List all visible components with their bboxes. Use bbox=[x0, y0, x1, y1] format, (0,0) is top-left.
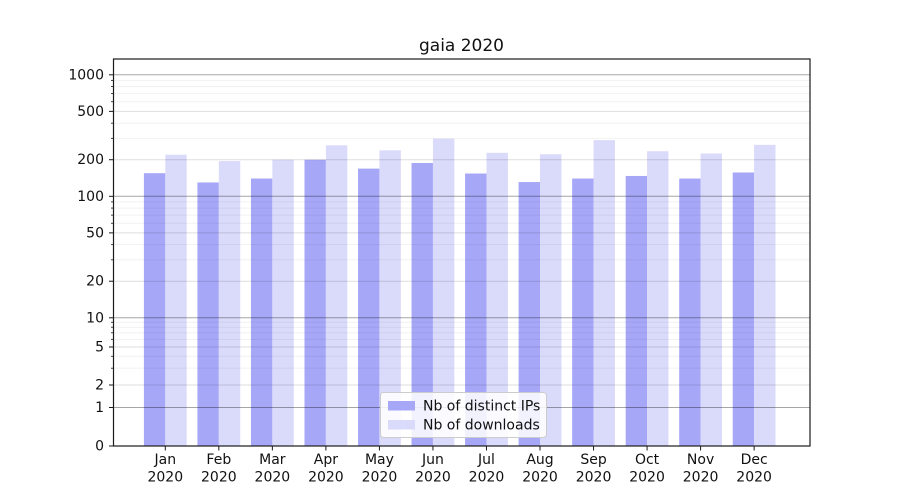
bar-downloads-mar bbox=[272, 159, 294, 446]
x-tick-label-mar: Mar 2020 bbox=[255, 452, 291, 486]
legend-label-1: Nb of downloads bbox=[423, 418, 540, 434]
bar-downloads-oct bbox=[647, 151, 669, 446]
bar-downloads-jul bbox=[486, 152, 508, 446]
bar-downloads-jun bbox=[432, 138, 455, 446]
y-tick-label-10: 10 bbox=[86, 310, 104, 326]
bar-distinct-ips-may bbox=[358, 168, 380, 447]
bar-downloads-nov bbox=[700, 153, 722, 446]
bar-distinct-ips-aug bbox=[518, 182, 541, 446]
legend-swatch-1 bbox=[388, 420, 415, 430]
bar-distinct-ips-nov bbox=[679, 178, 701, 446]
legend-swatch-0 bbox=[388, 401, 415, 411]
y-tick-label-0: 0 bbox=[95, 439, 104, 455]
bar-downloads-jan bbox=[165, 154, 187, 446]
x-tick-label-feb: Feb 2020 bbox=[201, 452, 237, 486]
y-tick-label-200: 200 bbox=[77, 152, 104, 168]
bar-distinct-ips-dec bbox=[732, 172, 755, 446]
bar-downloads-dec bbox=[754, 144, 776, 447]
legend-label-0: Nb of distinct IPs bbox=[423, 399, 540, 415]
x-tick-label-apr: Apr 2020 bbox=[308, 452, 344, 486]
legend-box bbox=[380, 392, 547, 438]
bar-downloads-aug bbox=[540, 154, 562, 446]
bar-downloads-apr bbox=[325, 145, 348, 446]
bar-downloads-feb bbox=[218, 161, 241, 446]
bar-distinct-ips-apr bbox=[304, 159, 326, 446]
x-tick-label-jun: Jun 2020 bbox=[415, 452, 451, 486]
y-tick-label-1: 1 bbox=[95, 400, 104, 416]
x-tick-label-nov: Nov 2020 bbox=[683, 452, 719, 486]
bar-distinct-ips-oct bbox=[625, 175, 648, 446]
y-tick-label-50: 50 bbox=[86, 225, 104, 241]
x-tick-label-dec: Dec 2020 bbox=[736, 452, 772, 486]
bar-distinct-ips-mar bbox=[250, 178, 273, 446]
x-tick-label-sep: Sep 2020 bbox=[576, 452, 612, 486]
y-tick-label-100: 100 bbox=[77, 189, 104, 205]
bar-distinct-ips-feb bbox=[197, 182, 219, 447]
x-tick-label-jan: Jan 2020 bbox=[147, 452, 183, 486]
bar-distinct-ips-jan bbox=[143, 173, 166, 447]
y-tick-label-20: 20 bbox=[86, 274, 104, 290]
y-tick-label-1000: 1000 bbox=[68, 67, 104, 83]
bar-distinct-ips-jun bbox=[411, 162, 433, 447]
x-tick-label-may: May 2020 bbox=[362, 452, 398, 486]
bar-downloads-may bbox=[379, 150, 401, 447]
y-tick-label-5: 5 bbox=[95, 340, 104, 356]
x-tick-label-aug: Aug 2020 bbox=[522, 452, 558, 486]
bar-distinct-ips-jul bbox=[465, 173, 487, 446]
bar-downloads-sep bbox=[593, 140, 615, 446]
x-tick-label-oct: Oct 2020 bbox=[629, 452, 665, 486]
bar-distinct-ips-sep bbox=[572, 178, 594, 446]
y-tick-label-500: 500 bbox=[77, 104, 104, 120]
chart-title: gaia 2020 bbox=[419, 36, 504, 56]
x-tick-label-jul: Jul 2020 bbox=[469, 452, 505, 486]
axes-spines bbox=[112, 58, 811, 447]
y-tick-label-2: 2 bbox=[95, 378, 104, 394]
